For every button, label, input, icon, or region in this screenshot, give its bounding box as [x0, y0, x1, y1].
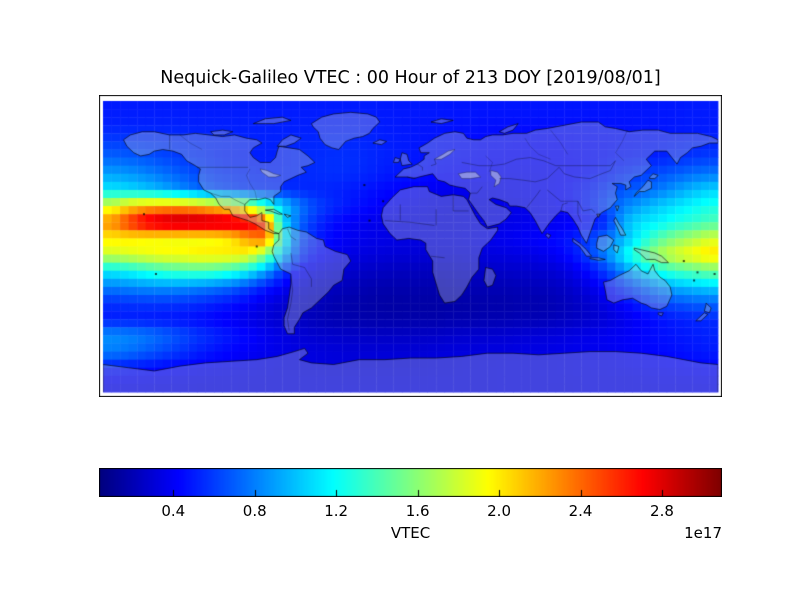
- colorbar-tick-label: 0.8: [242, 502, 267, 520]
- colorbar-tick-label: 1.6: [405, 502, 430, 520]
- colorbar-tick-label: 2.8: [650, 502, 674, 520]
- colorbar-tick-label: 2.0: [487, 502, 511, 520]
- colorbar-exponent-label: 1e17: [684, 524, 722, 542]
- colorbar-tick-label: 2.4: [568, 502, 593, 520]
- colorbar-tick-label: 0.4: [161, 502, 186, 520]
- colorbar-tick-label: 1.2: [324, 502, 349, 520]
- vtec-world-map: [99, 95, 722, 397]
- plot-title: Nequick-Galileo VTEC : 00 Hour of 213 DO…: [160, 68, 661, 88]
- colorbar-gradient: [99, 468, 722, 497]
- colorbar-axis-label: VTEC: [390, 524, 431, 542]
